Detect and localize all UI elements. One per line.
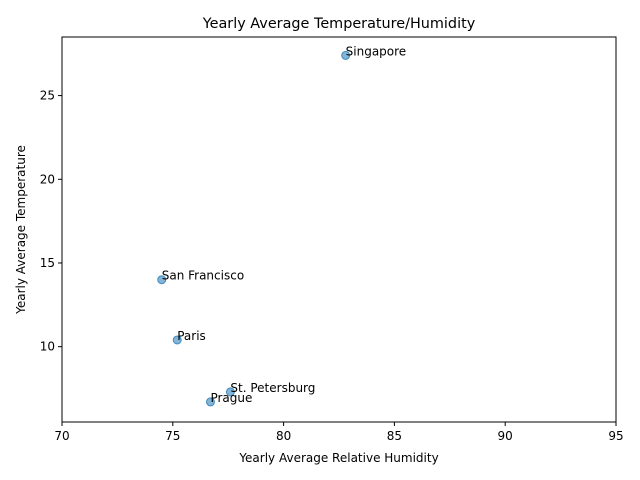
points-layer bbox=[157, 50, 351, 407]
y-axis-title: Yearly Average Temperature bbox=[14, 145, 28, 315]
point-labels-layer: Singapore San Francisco Paris St. Petersbur… bbox=[162, 44, 406, 405]
data-point bbox=[172, 335, 182, 345]
y-tick-label: 10 bbox=[40, 340, 55, 354]
point-label: Singapore bbox=[346, 44, 407, 58]
point-label: St. Petersburg bbox=[230, 381, 315, 395]
x-tick-label: 70 bbox=[54, 429, 69, 443]
x-tick-label: 80 bbox=[276, 429, 291, 443]
point-label: Paris bbox=[177, 329, 206, 343]
x-axis-title: Yearly Average Relative Humidity bbox=[238, 451, 438, 465]
plot-frame bbox=[61, 36, 617, 423]
x-tick-label: 95 bbox=[608, 429, 623, 443]
chart-title: Yearly Average Temperature/Humidity bbox=[202, 16, 476, 32]
point-label: San Francisco bbox=[162, 269, 244, 283]
y-tick-label: 25 bbox=[40, 89, 55, 103]
data-point bbox=[157, 275, 167, 285]
x-tick-label: 75 bbox=[165, 429, 180, 443]
data-point bbox=[205, 397, 215, 407]
x-tick-label: 90 bbox=[498, 429, 513, 443]
x-tick-label: 85 bbox=[387, 429, 402, 443]
data-point bbox=[341, 50, 351, 60]
y-axis: 10 15 20 25 bbox=[40, 89, 62, 354]
y-tick-label: 15 bbox=[40, 256, 55, 270]
point-label: Prague bbox=[210, 391, 252, 405]
y-tick-label: 20 bbox=[40, 172, 55, 186]
data-point bbox=[225, 387, 235, 397]
x-axis: 70 75 80 85 90 95 bbox=[54, 422, 624, 443]
